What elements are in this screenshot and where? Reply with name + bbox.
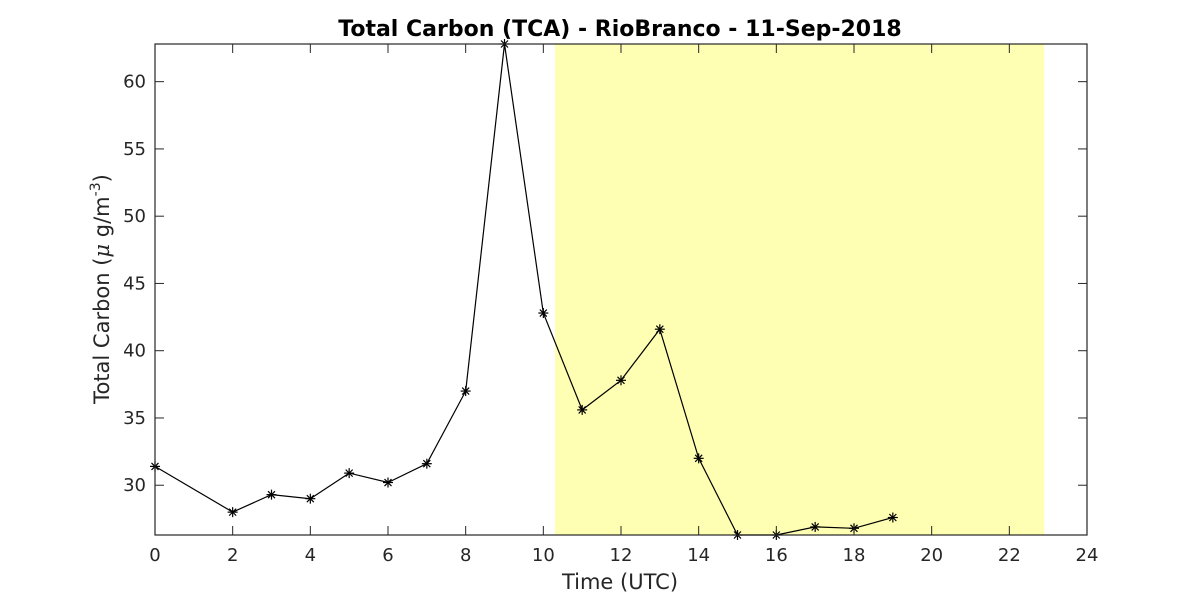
data-point — [383, 477, 393, 488]
y-axis-label-sup: -3 — [88, 182, 104, 196]
x-tick-label: 6 — [382, 545, 393, 566]
y-axis-label-close: ) — [90, 174, 114, 182]
x-tick-label: 20 — [920, 545, 943, 566]
data-point — [577, 404, 588, 415]
x-axis-label: Time (UTC) — [561, 570, 678, 594]
y-tick-label: 40 — [123, 341, 146, 362]
x-tick-label: 2 — [227, 545, 238, 566]
data-point — [227, 507, 238, 518]
y-tick-label: 55 — [123, 139, 146, 160]
chart-title: Total Carbon (TCA) - RioBranco - 11-Sep-… — [338, 17, 901, 42]
data-point — [460, 386, 471, 397]
y-axis-label: Total Carbon (μ g/m-3) — [88, 174, 114, 405]
y-axis-label-unit: g/m — [90, 196, 114, 244]
data-point — [305, 493, 316, 504]
x-tick-label: 24 — [1076, 545, 1099, 566]
y-axis-label-main: Total Carbon ( — [90, 258, 114, 405]
data-point — [538, 308, 549, 319]
x-tick-label: 14 — [687, 545, 710, 566]
x-tick-label: 4 — [305, 545, 316, 566]
data-point — [266, 489, 277, 500]
data-point — [616, 375, 626, 386]
y-tick-label: 60 — [123, 72, 146, 93]
highlight-region — [554, 44, 1045, 535]
y-tick-label: 35 — [123, 408, 146, 429]
y-tick-label: 50 — [123, 206, 146, 227]
x-tick-label: 10 — [532, 545, 555, 566]
x-tick-label: 22 — [998, 545, 1021, 566]
y-tick-label: 45 — [123, 273, 146, 294]
x-tick-label: 18 — [843, 545, 866, 566]
data-point — [421, 458, 432, 469]
x-tick-label: 12 — [610, 545, 633, 566]
x-tick-label: 16 — [765, 545, 788, 566]
data-point — [887, 512, 898, 523]
y-tick-label: 30 — [123, 475, 146, 496]
data-point — [654, 324, 665, 335]
x-tick-label: 8 — [460, 545, 471, 566]
x-tick-label: 0 — [149, 545, 160, 566]
data-point — [693, 453, 704, 464]
data-point — [810, 521, 821, 532]
data-point — [344, 468, 355, 479]
y-axis-label-mu: μ — [90, 244, 114, 258]
